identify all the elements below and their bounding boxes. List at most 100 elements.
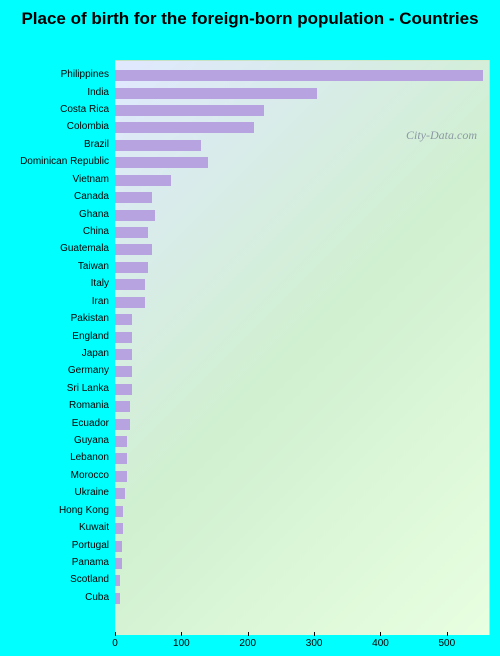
y-axis-label: Germany: [0, 362, 112, 379]
bar: [115, 210, 155, 221]
bars-container: [115, 67, 489, 607]
x-tick-label: 0: [112, 638, 118, 649]
y-axis-label: Panama: [0, 554, 112, 571]
bar: [115, 88, 317, 99]
y-axis-label: Lebanon: [0, 449, 112, 466]
bar-row: [115, 590, 489, 607]
bar-row: [115, 398, 489, 415]
bar: [115, 175, 171, 186]
y-axis-label: Brazil: [0, 136, 112, 153]
bar: [115, 436, 127, 447]
bar: [115, 105, 264, 116]
bar-row: [115, 415, 489, 432]
bar-row: [115, 346, 489, 363]
bar-row: [115, 572, 489, 589]
y-axis-label: China: [0, 223, 112, 240]
bar-row: [115, 172, 489, 189]
bar-row: [115, 241, 489, 258]
y-axis-label: Iran: [0, 292, 112, 309]
bar-row: [115, 84, 489, 101]
y-axis-label: Morocco: [0, 467, 112, 484]
bar-row: [115, 102, 489, 119]
bar: [115, 122, 254, 133]
watermark: City-Data.com: [406, 128, 477, 143]
bar: [115, 297, 145, 308]
bar-row: [115, 485, 489, 502]
bar: [115, 453, 127, 464]
bar-row: [115, 311, 489, 328]
y-axis-label: India: [0, 83, 112, 100]
bar: [115, 384, 132, 395]
plot-area: City-Data.com: [115, 60, 490, 635]
y-axis-label: Kuwait: [0, 519, 112, 536]
x-tick-mark: [380, 632, 381, 636]
bar-row: [115, 363, 489, 380]
bar-row: [115, 189, 489, 206]
y-axis-label: Guyana: [0, 432, 112, 449]
x-tick-label: 400: [372, 638, 389, 649]
bar-row: [115, 259, 489, 276]
y-axis-label: Japan: [0, 345, 112, 362]
y-axis-label: Taiwan: [0, 258, 112, 275]
bar-row: [115, 328, 489, 345]
bar: [115, 314, 132, 325]
bar: [115, 332, 132, 343]
bar: [115, 70, 483, 81]
bar: [115, 192, 152, 203]
bar: [115, 262, 148, 273]
y-axis-label: Ukraine: [0, 484, 112, 501]
x-axis: 0 100 200 300 400 500: [115, 635, 490, 655]
bar-row: [115, 537, 489, 554]
y-axis-label: Philippines: [0, 66, 112, 83]
bar: [115, 157, 208, 168]
bar-row: [115, 276, 489, 293]
y-axis-label: England: [0, 327, 112, 344]
bar-row: [115, 381, 489, 398]
y-axis-label: Vietnam: [0, 171, 112, 188]
bar: [115, 575, 120, 586]
x-tick-label: 300: [306, 638, 323, 649]
bar: [115, 506, 123, 517]
x-tick-mark: [447, 632, 448, 636]
bar: [115, 523, 123, 534]
bar-row: [115, 206, 489, 223]
y-axis-label: Colombia: [0, 118, 112, 135]
bar-row: [115, 468, 489, 485]
x-tick-label: 200: [239, 638, 256, 649]
y-axis-label: Hong Kong: [0, 502, 112, 519]
y-axis-label: Ghana: [0, 205, 112, 222]
y-axis-label: Romania: [0, 397, 112, 414]
x-tick-label: 100: [173, 638, 190, 649]
y-axis-label: Portugal: [0, 536, 112, 553]
x-tick-mark: [314, 632, 315, 636]
bar: [115, 541, 122, 552]
bar: [115, 279, 145, 290]
bar-row: [115, 67, 489, 84]
bar-row: [115, 293, 489, 310]
y-axis-label: Canada: [0, 188, 112, 205]
bar: [115, 140, 201, 151]
bar: [115, 227, 148, 238]
bar: [115, 558, 122, 569]
bar: [115, 419, 130, 430]
y-axis-label: Guatemala: [0, 240, 112, 257]
y-axis-label: Dominican Republic: [0, 153, 112, 170]
y-axis-label: Italy: [0, 275, 112, 292]
bar: [115, 366, 132, 377]
y-axis-labels: PhilippinesIndiaCosta RicaColombiaBrazil…: [0, 66, 112, 606]
y-axis-label: Pakistan: [0, 310, 112, 327]
bar-row: [115, 503, 489, 520]
y-axis-label: Scotland: [0, 571, 112, 588]
y-axis-label: Ecuador: [0, 414, 112, 431]
bar-row: [115, 520, 489, 537]
x-tick-label: 500: [439, 638, 456, 649]
bar-row: [115, 224, 489, 241]
y-axis-label: Cuba: [0, 589, 112, 606]
bar: [115, 593, 120, 604]
bar: [115, 488, 125, 499]
bar: [115, 244, 152, 255]
bar-row: [115, 433, 489, 450]
bar-row: [115, 154, 489, 171]
y-axis-label: Costa Rica: [0, 101, 112, 118]
y-axis-label: Sri Lanka: [0, 380, 112, 397]
